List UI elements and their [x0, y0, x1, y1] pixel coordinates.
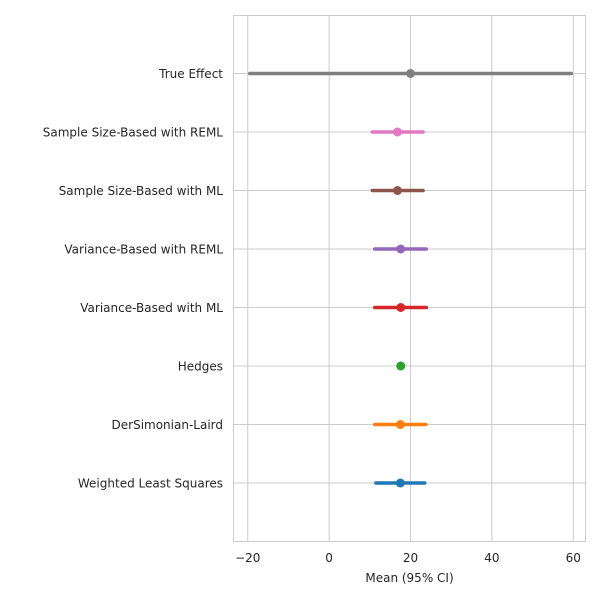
mean-point — [396, 303, 406, 312]
mean-point — [396, 244, 406, 254]
mean-point — [392, 127, 402, 137]
mean-point — [392, 186, 402, 195]
mean-point — [396, 361, 406, 371]
y-tick-labels: Weighted Least Squares DerSimonian-Laird H… — [43, 67, 224, 491]
y-tick-label: DerSimonian-Laird — [112, 418, 223, 432]
x-tick-label: 20 — [403, 551, 418, 565]
plot-area-frame — [233, 15, 586, 542]
mean-point — [395, 478, 405, 488]
x-axis-title: Mean (95% CI) — [365, 571, 453, 585]
x-tick-label: 60 — [566, 551, 581, 565]
y-tick-label: Variance-Based with ML — [80, 301, 223, 315]
y-tick-label: True Effect — [158, 67, 223, 81]
x-tick-labels: −20 0 20 40 60 — [235, 551, 581, 565]
x-tick-label: 40 — [484, 551, 499, 565]
chart-marks — [248, 69, 574, 488]
y-tick-label: Weighted Least Squares — [78, 477, 223, 491]
y-tick-label: Sample Size-Based with REML — [43, 126, 224, 140]
x-tick-label: 0 — [325, 551, 333, 565]
mean-point — [395, 420, 405, 429]
x-tick-label: −20 — [235, 551, 260, 565]
y-tick-label: Hedges — [178, 360, 223, 374]
grid-lines — [233, 15, 586, 542]
y-tick-label: Variance-Based with REML — [64, 243, 223, 257]
mean-point — [406, 69, 416, 78]
y-tick-label: Sample Size-Based with ML — [59, 184, 224, 198]
